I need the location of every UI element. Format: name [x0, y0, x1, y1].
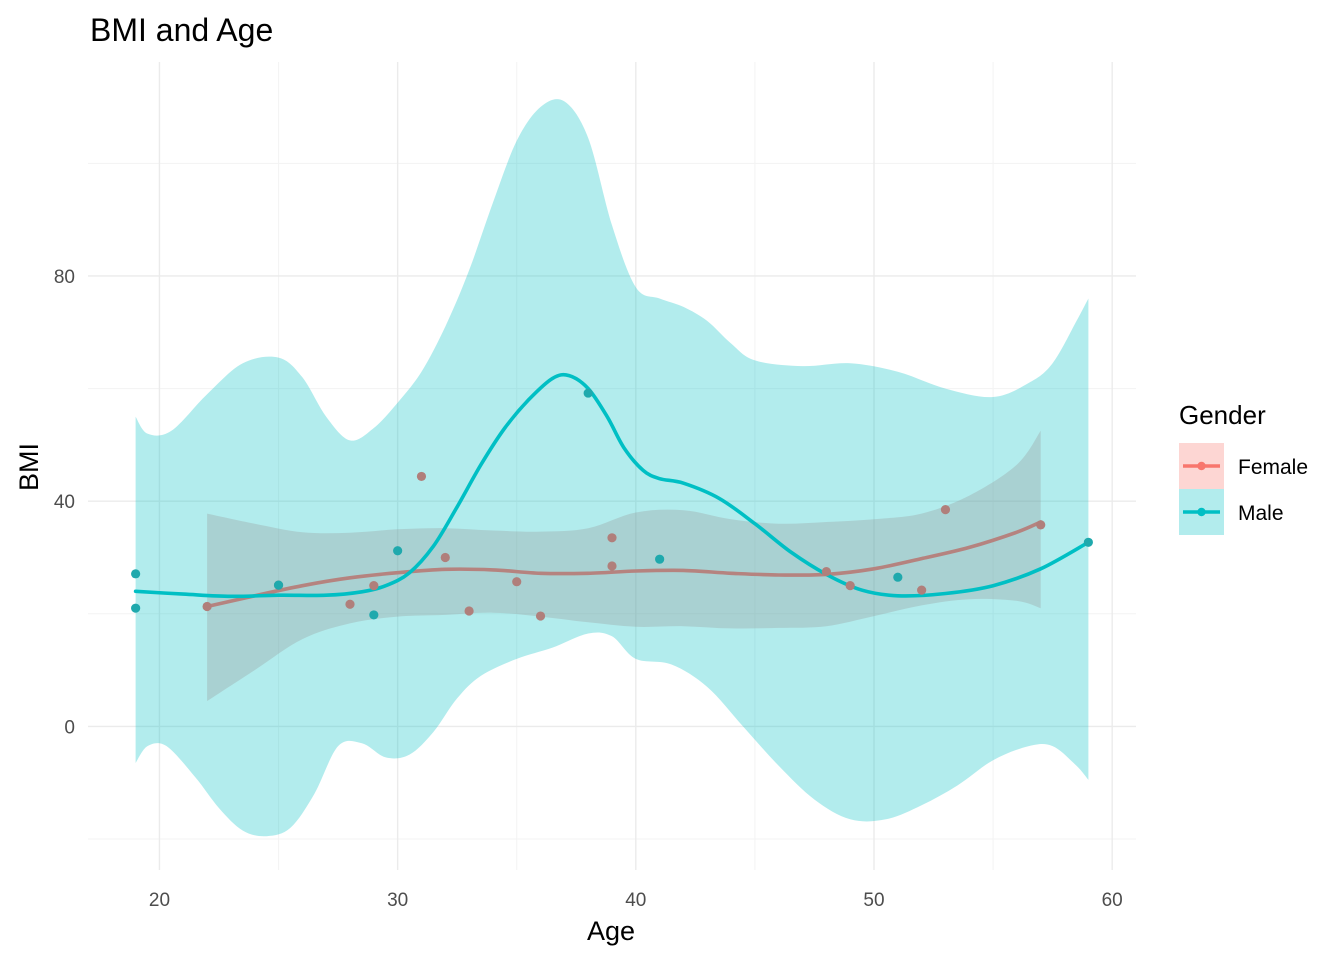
- data-point-female: [440, 552, 450, 563]
- data-point-female: [369, 581, 379, 591]
- y-axis-title: BMI: [14, 443, 44, 491]
- data-point-female: [607, 533, 617, 543]
- data-point-male: [273, 580, 284, 590]
- data-point-female: [202, 601, 212, 612]
- data-point-female: [464, 606, 474, 616]
- smooth-line-female: [205, 520, 1043, 609]
- confidence-band-male: [135, 99, 1089, 837]
- data-point-female: [821, 566, 831, 577]
- y-tick-label: 80: [54, 267, 75, 288]
- data-point-female: [512, 577, 522, 587]
- data-point-female: [416, 471, 427, 482]
- legend-item-female: Female: [1179, 443, 1308, 489]
- data-point-male: [583, 388, 593, 398]
- confidence-band-female: [207, 430, 1041, 702]
- legend-title: Gender: [1179, 400, 1266, 430]
- data-point-male: [393, 546, 403, 556]
- legend-label: Male: [1238, 502, 1284, 525]
- y-tick-label: 40: [54, 492, 75, 513]
- data-point-female: [845, 581, 855, 591]
- data-point-male: [131, 569, 141, 579]
- data-point-male: [893, 572, 903, 582]
- data-point-female: [940, 505, 951, 515]
- data-point-female: [345, 599, 355, 609]
- data-point-male: [655, 554, 665, 564]
- confidence-bands: [135, 99, 1089, 837]
- legend-label: Female: [1238, 456, 1308, 479]
- x-tick-label: 40: [625, 890, 646, 911]
- x-tick-label: 30: [387, 890, 408, 911]
- legend-key-point: [1197, 507, 1206, 517]
- data-point-male: [369, 610, 379, 620]
- x-tick-label: 20: [149, 890, 170, 911]
- legend-item-male: Male: [1179, 489, 1284, 535]
- chart-title: BMI and Age: [90, 12, 273, 48]
- data-point-female: [917, 585, 927, 595]
- x-tick-label: 50: [863, 890, 884, 911]
- data-points: [131, 388, 1093, 621]
- data-point-female: [1036, 520, 1046, 530]
- x-axis-title: Age: [587, 916, 635, 946]
- legend-key-point: [1197, 461, 1206, 471]
- y-tick-label: 0: [64, 717, 75, 738]
- data-point-female: [607, 561, 617, 571]
- data-point-male: [131, 603, 141, 613]
- data-point-male: [1083, 537, 1093, 547]
- plot-grid: [88, 62, 1136, 870]
- y-axis-ticks: 0 40 80: [54, 267, 75, 738]
- x-tick-label: 60: [1102, 890, 1123, 911]
- legend: Gender Female Male: [1179, 400, 1308, 535]
- x-axis-ticks: 20 30 40 50 60: [149, 890, 1123, 911]
- legend-items: Female Male: [1179, 443, 1308, 535]
- data-point-female: [535, 611, 546, 621]
